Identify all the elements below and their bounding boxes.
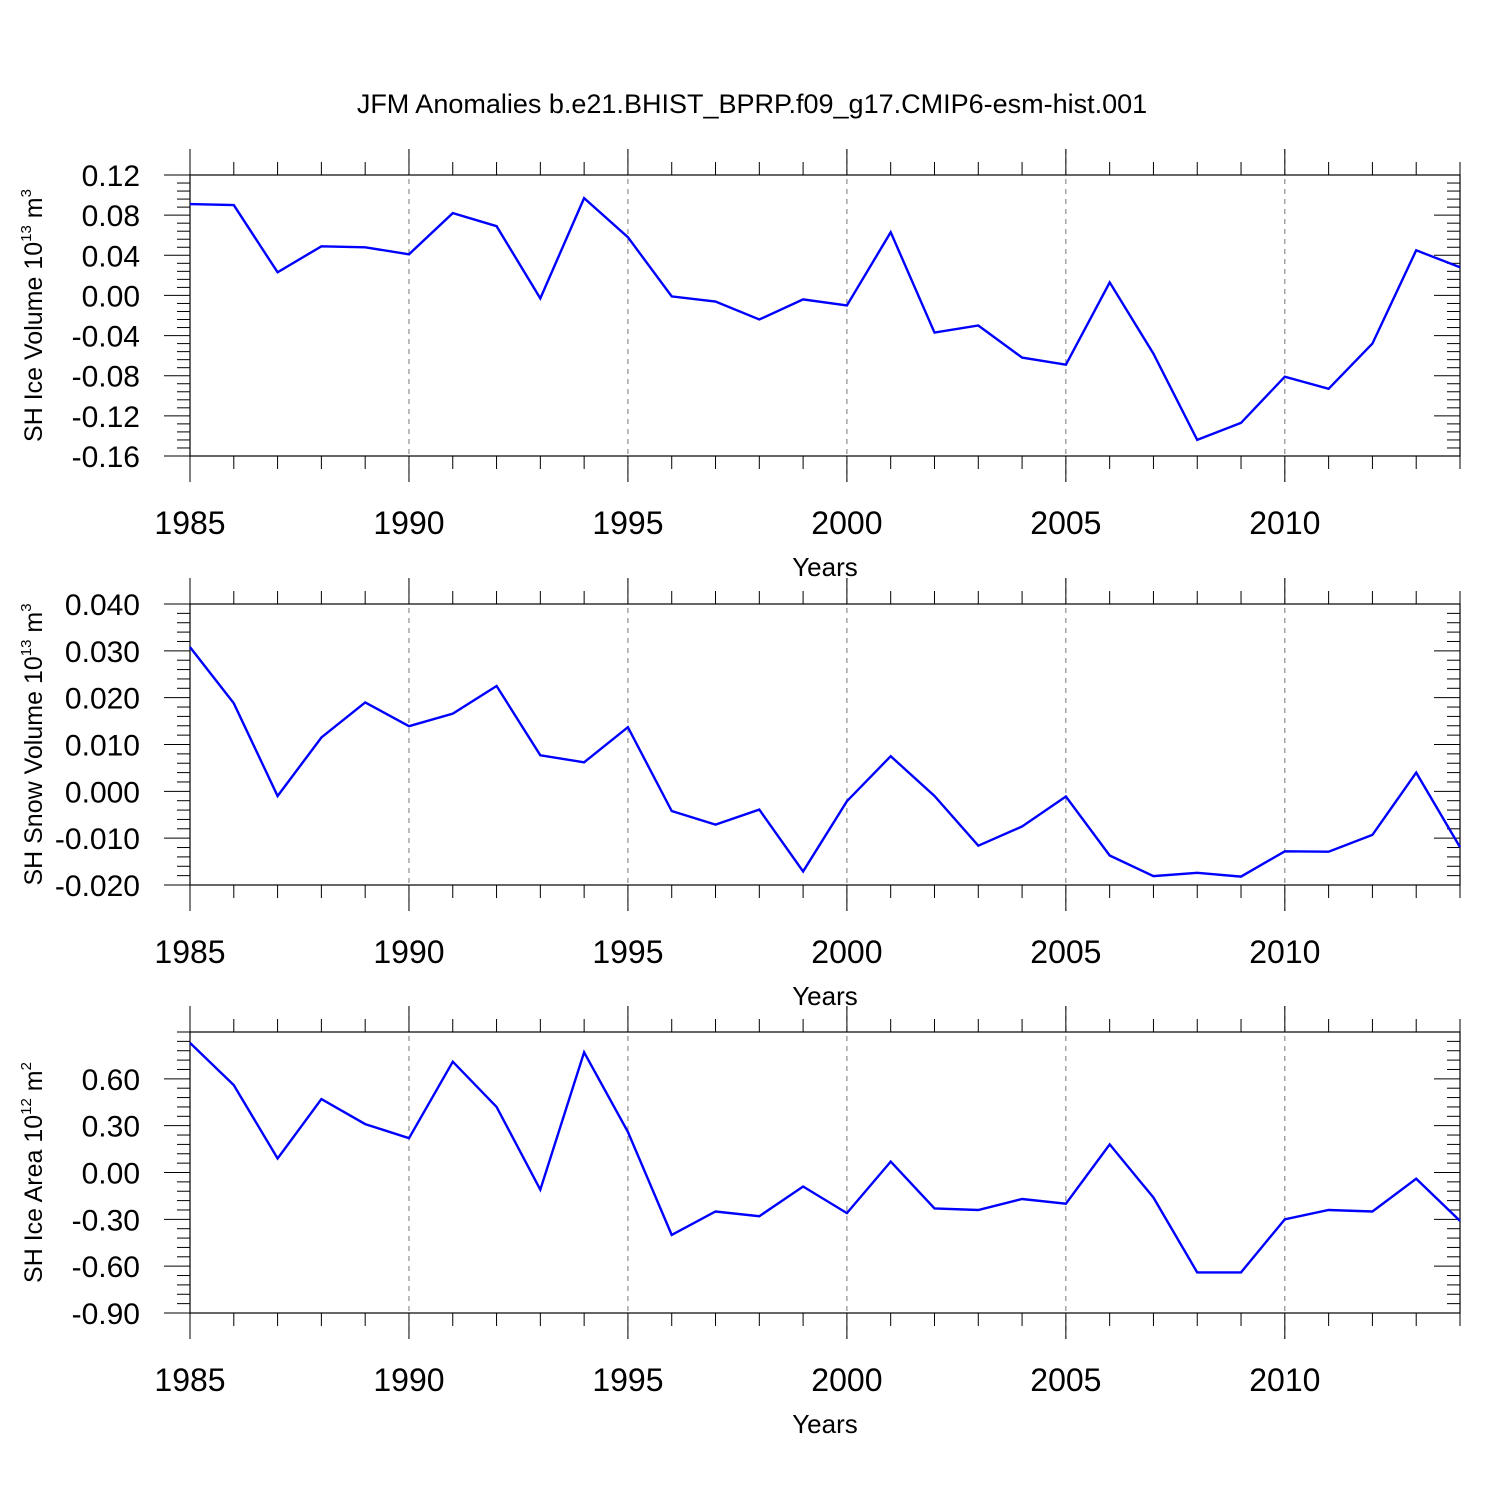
y-axis-label-exponent: 13 [18, 640, 35, 657]
plot-frame [189, 1031, 1461, 1314]
panels: 0.12 0.08 0.04 0.00 -0.04 -0.08 -0.12 -0.16 1985… [18, 149, 1462, 1439]
y-axis-label-unit: m [20, 612, 48, 640]
y-tick-label: 0.00 [82, 280, 140, 313]
y-tick-label: -0.90 [72, 1298, 140, 1331]
y-tick-label: -0.12 [72, 401, 140, 434]
x-axis-label: Years [792, 552, 858, 582]
chart-panel-1: 0.12 0.08 0.04 0.00 -0.04 -0.08 -0.12 -0.16 1985… [18, 149, 1461, 582]
y-tick-label: 0.000 [65, 776, 140, 809]
x-tick-label: 2000 [811, 934, 882, 970]
chart-panel-2: 0.040 0.030 0.020 0.010 0.000 -0.010 -0.020 198… [18, 578, 1462, 1011]
y-tick-label: 0.08 [82, 200, 140, 233]
plot-frame [189, 174, 1461, 457]
plot-frame [189, 603, 1461, 886]
x-axis-label: Years [792, 1409, 858, 1439]
y-tick-label: 0.30 [82, 1111, 140, 1144]
x-tick-label: 2005 [1030, 934, 1101, 970]
y-tick-label: 0.040 [65, 589, 140, 622]
y-tick-label: 0.04 [82, 240, 140, 273]
y-axis-label-unit-exponent: 3 [18, 603, 35, 611]
y-tick-label: -0.30 [72, 1204, 140, 1237]
y-tick-label: -0.16 [72, 441, 140, 474]
x-tick-label: 1985 [154, 1362, 225, 1398]
y-axis-label: SH Ice Area 1012 m2 [18, 1062, 48, 1283]
y-tick-label: 0.020 [65, 683, 140, 716]
y-tick-label: 0.00 [82, 1158, 140, 1191]
y-axis-label-text: SH Snow Volume 10 [20, 656, 48, 885]
figure-title: JFM Anomalies b.e21.BHIST_BPRP.f09_g17.C… [357, 89, 1147, 119]
series-line [189, 646, 1462, 878]
x-tick-label: 1995 [592, 934, 663, 970]
x-tick-label: 2005 [1030, 1362, 1101, 1398]
y-tick-label: -0.010 [55, 823, 140, 856]
y-tick-label: -0.020 [55, 870, 140, 903]
x-tick-label: 1995 [592, 1362, 663, 1398]
x-axis-label: Years [792, 981, 858, 1011]
y-tick-label: 0.010 [65, 730, 140, 763]
series-line [189, 196, 1461, 442]
y-tick-label: 0.60 [82, 1064, 140, 1097]
y-axis-label-exponent: 12 [18, 1098, 35, 1115]
y-axis-label-unit-exponent: 2 [18, 1062, 35, 1070]
y-axis-label: SH Ice Volume 1013 m3 [18, 189, 48, 442]
x-tick-label: 2000 [811, 505, 882, 541]
y-axis-label-unit: m [20, 197, 48, 225]
series-line [189, 1042, 1461, 1274]
y-tick-label: 0.12 [82, 160, 140, 193]
y-tick-label: -0.04 [72, 321, 140, 354]
x-tick-label: 2010 [1249, 505, 1320, 541]
y-axis-label-unit: m [20, 1070, 48, 1098]
x-tick-label: 1985 [154, 505, 225, 541]
chart-panel-3: 0.60 0.30 0.00 -0.30 -0.60 -0.90 1985 1990 1995 2… [18, 1006, 1461, 1439]
x-tick-label: 2005 [1030, 505, 1101, 541]
y-tick-label: -0.08 [72, 361, 140, 394]
x-tick-label: 1990 [373, 1362, 444, 1398]
y-axis-label: SH Snow Volume 1013 m3 [18, 603, 48, 885]
y-axis-label-exponent: 13 [18, 225, 35, 242]
x-tick-label: 2000 [811, 1362, 882, 1398]
x-tick-label: 1995 [592, 505, 663, 541]
x-tick-label: 2010 [1249, 934, 1320, 970]
y-axis-label-text: SH Ice Area 10 [20, 1115, 48, 1283]
x-tick-label: 1990 [373, 505, 444, 541]
x-tick-label: 2010 [1249, 1362, 1320, 1398]
y-axis-label-unit-exponent: 3 [18, 189, 35, 197]
y-tick-label: 0.030 [65, 636, 140, 669]
x-tick-label: 1985 [154, 934, 225, 970]
x-tick-label: 1990 [373, 934, 444, 970]
y-axis-label-text: SH Ice Volume 10 [20, 242, 48, 442]
y-tick-label: -0.60 [72, 1251, 140, 1284]
